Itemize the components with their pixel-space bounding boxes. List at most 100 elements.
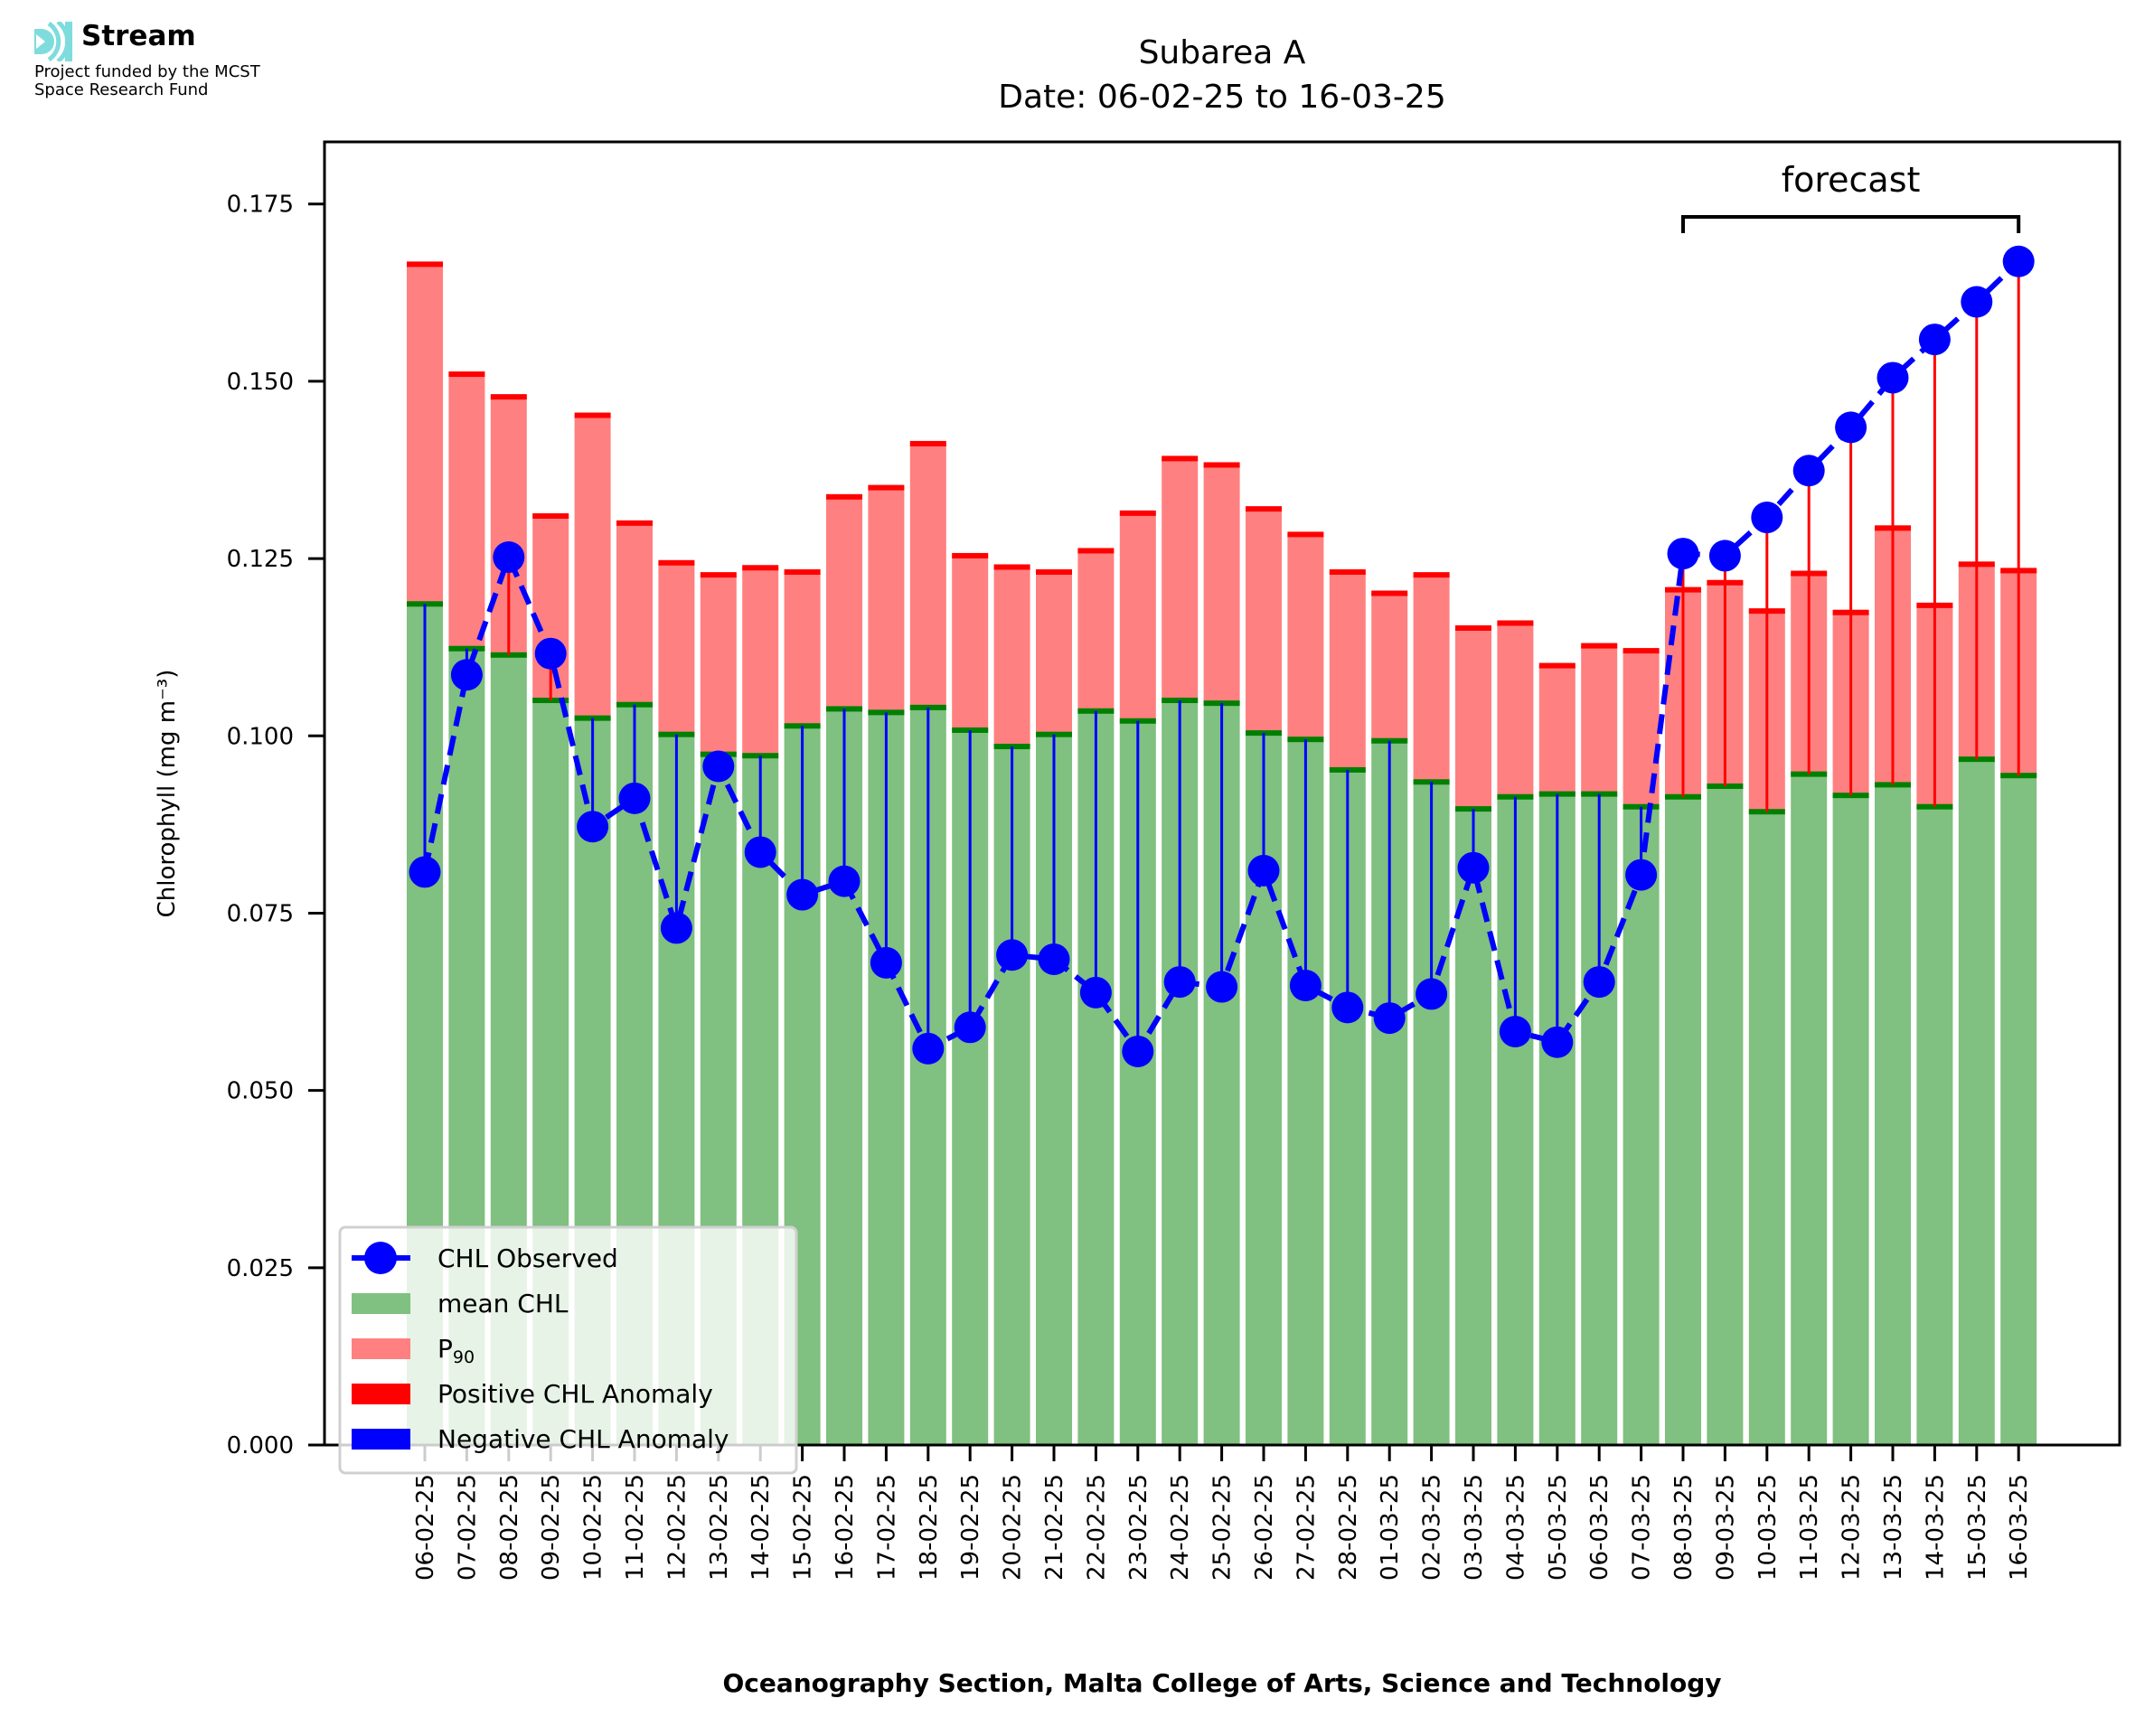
x-tick-label: 23-02-25: [1125, 1474, 1152, 1581]
p90-cap: [742, 565, 779, 571]
observed-point: [1247, 854, 1280, 887]
x-tick-label: 12-02-25: [663, 1474, 691, 1581]
y-axis: 0.000 0.025 0.050 0.075 0.100 0.125 0.150 0.175: [227, 192, 325, 1459]
x-tick-label: 13-02-25: [706, 1474, 733, 1581]
x-tick-label: 06-02-25: [412, 1474, 439, 1581]
observed-point: [1122, 1035, 1154, 1067]
x-tick-label: 16-03-25: [2006, 1474, 2033, 1581]
observed-point: [912, 1032, 945, 1065]
observed-point: [1163, 966, 1196, 999]
legend-box: [338, 1225, 798, 1475]
p90-bar: [448, 374, 485, 649]
observed-point: [1079, 976, 1112, 1009]
observed-point: [1792, 455, 1825, 487]
x-axis-label: Oceanography Section, Malta College of A…: [722, 1668, 1721, 1698]
y-tick-label: 0.125: [227, 546, 294, 573]
chart-title: Subarea A: [1139, 34, 1306, 71]
p90-bar: [1371, 593, 1408, 741]
observed-point: [577, 811, 609, 843]
mean-bar: [1832, 795, 1869, 1445]
funding-note: Project funded by the MCST Space Researc…: [34, 63, 260, 99]
x-tick-label: 26-02-25: [1251, 1474, 1278, 1581]
anomaly-layer: [423, 261, 2020, 1052]
y-tick-label: 0.150: [227, 369, 294, 396]
observed-point: [1331, 991, 1364, 1024]
observed-point: [409, 856, 441, 888]
forecast-annotation: forecast: [1681, 160, 2021, 233]
x-tick-label: 24-02-25: [1167, 1474, 1194, 1581]
legend-label: CHL Observed: [437, 1243, 618, 1273]
y-tick-label: 0.000: [227, 1432, 294, 1459]
legend-p90-swatch-icon: [352, 1338, 410, 1359]
observed-point: [1667, 538, 1699, 570]
observed-point: [660, 912, 692, 944]
observed-point: [1038, 943, 1070, 975]
p90-bar: [1162, 458, 1199, 701]
x-tick-label: 14-03-25: [1922, 1474, 1949, 1581]
observed-point: [870, 946, 902, 979]
observed-point: [1373, 1002, 1406, 1035]
legend-mean-swatch-icon: [352, 1293, 410, 1314]
x-tick-label: 19-02-25: [957, 1474, 984, 1581]
y-tick-label: 0.075: [227, 900, 294, 927]
observed-point: [786, 878, 819, 911]
observed-point: [618, 782, 651, 814]
observed-point: [450, 659, 483, 691]
p90-cap: [616, 520, 653, 526]
p90-cap: [1287, 531, 1324, 538]
p90-cap: [1077, 548, 1115, 554]
p90-cap: [1203, 462, 1240, 468]
p90-bar: [1329, 571, 1366, 770]
observed-point: [1206, 971, 1238, 1003]
p90-cap: [868, 484, 905, 491]
observed-point: [954, 1011, 986, 1044]
p90-bar: [826, 496, 862, 709]
p90-cap: [1036, 568, 1072, 575]
x-tick-label: 22-02-25: [1083, 1474, 1110, 1581]
y-tick-label: 0.100: [227, 723, 294, 750]
p90-bar: [1119, 512, 1156, 721]
p90-bar: [909, 443, 946, 708]
legend-label: Positive CHL Anomaly: [437, 1379, 713, 1409]
p90-bar: [1203, 464, 1240, 704]
funding-line-2: Space Research Fund: [34, 80, 209, 99]
chart-subtitle: Date: 06-02-25 to 16-03-25: [998, 79, 1445, 116]
x-tick-label: 09-03-25: [1712, 1474, 1739, 1581]
p90-bar: [993, 567, 1030, 747]
x-tick-label: 20-02-25: [1000, 1474, 1027, 1581]
forecast-bracket: [1681, 215, 2021, 233]
x-tick-label: 21-02-25: [1041, 1474, 1068, 1581]
legend-label-subscript: 90: [453, 1347, 475, 1367]
y-tick-label: 0.025: [227, 1255, 294, 1282]
observed-point: [1751, 502, 1783, 534]
p90-bar: [1413, 575, 1450, 783]
x-tick-label: 15-03-25: [1964, 1474, 1991, 1581]
p90-bar: [1538, 665, 1576, 794]
p90-cap: [1413, 572, 1450, 578]
mean-bar: [1707, 785, 1744, 1445]
p90-bar: [1287, 534, 1324, 740]
p90-cap: [407, 261, 443, 267]
p90-bar: [1497, 623, 1534, 797]
x-tick-label: 18-02-25: [916, 1474, 943, 1581]
x-tick-label: 12-03-25: [1839, 1474, 1866, 1581]
p90-cap: [784, 568, 821, 575]
p90-cap: [448, 371, 485, 378]
x-tick-label: 10-03-25: [1754, 1474, 1782, 1581]
x-tick-label: 06-03-25: [1586, 1474, 1613, 1581]
observed-point: [493, 541, 525, 574]
p90-bar: [1077, 550, 1115, 711]
p90-cap: [1329, 568, 1366, 575]
p90-bar: [1246, 509, 1282, 734]
x-tick-label: 05-03-25: [1545, 1474, 1572, 1581]
p90-bar: [407, 264, 443, 605]
mean-bar: [1875, 784, 1911, 1445]
p90-bar: [700, 575, 737, 755]
x-tick-label: 11-03-25: [1796, 1474, 1823, 1581]
p90-cap: [826, 493, 862, 500]
x-tick-label: 07-03-25: [1629, 1474, 1656, 1581]
p90-bar: [952, 555, 989, 730]
observed-point: [1918, 324, 1951, 356]
observed-point: [1416, 978, 1448, 1010]
